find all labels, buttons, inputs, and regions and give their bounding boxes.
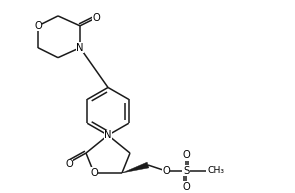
Text: S: S xyxy=(183,166,189,176)
Text: CH₃: CH₃ xyxy=(208,167,225,175)
Text: O: O xyxy=(92,13,100,23)
Polygon shape xyxy=(122,162,149,173)
Text: O: O xyxy=(90,168,98,178)
Text: O: O xyxy=(182,182,190,192)
Text: N: N xyxy=(104,130,112,140)
Text: O: O xyxy=(34,21,42,31)
Text: O: O xyxy=(182,150,190,160)
Text: N: N xyxy=(76,43,84,53)
Text: O: O xyxy=(162,166,170,176)
Text: O: O xyxy=(65,159,73,169)
